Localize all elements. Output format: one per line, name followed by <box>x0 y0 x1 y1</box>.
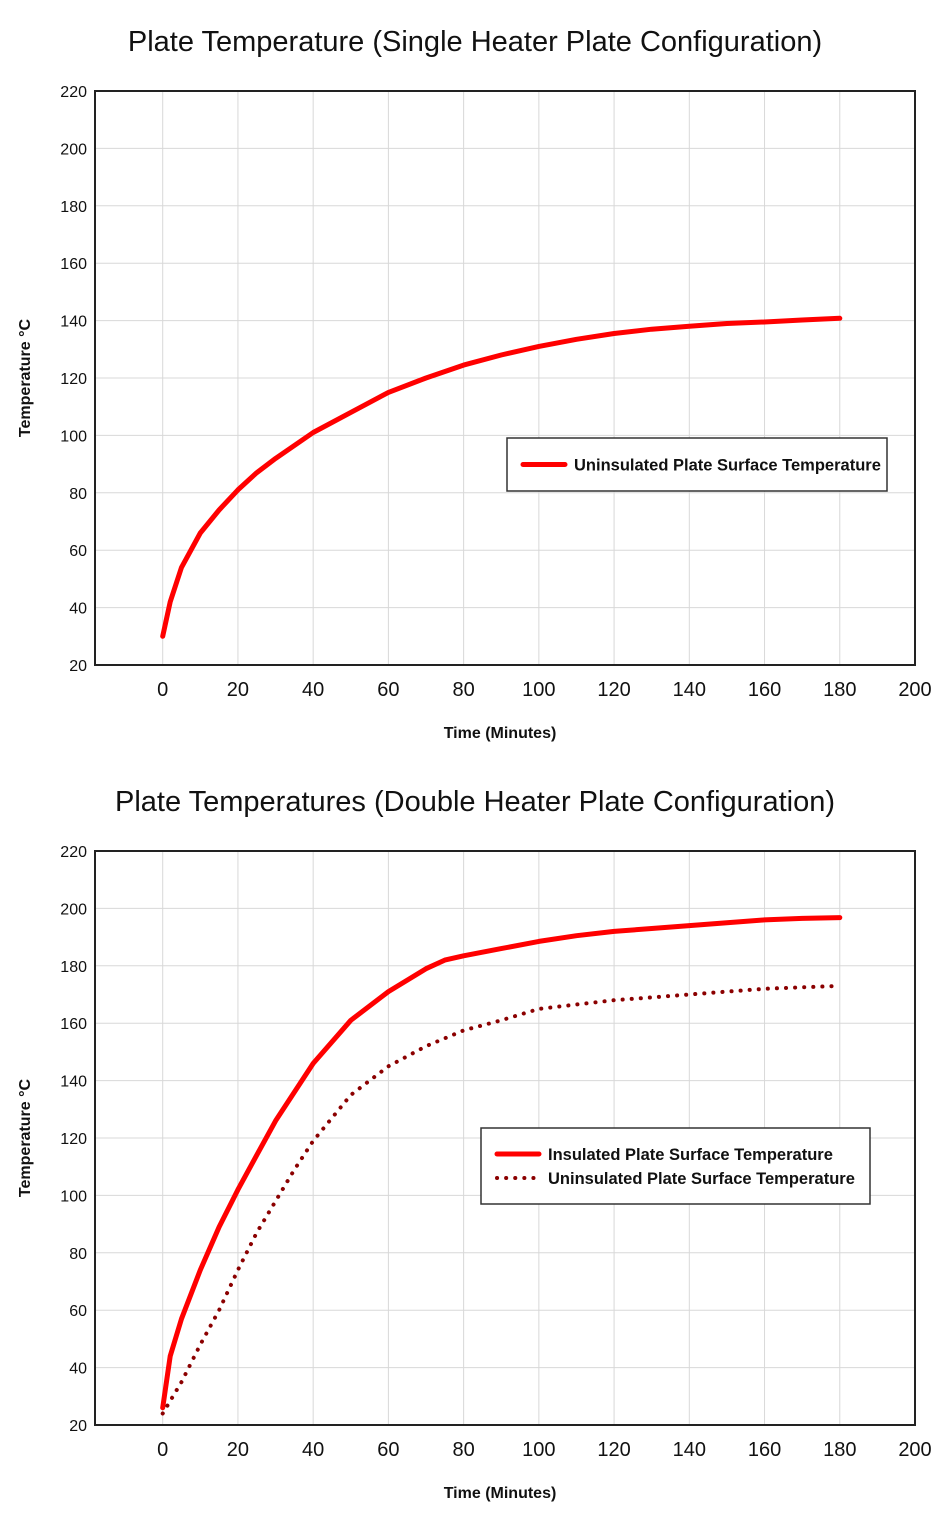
x-tick-label: 120 <box>597 679 630 701</box>
series-line-2 <box>160 983 842 1416</box>
y-tick-label: 20 <box>69 1418 87 1435</box>
chart-1-title: Plate Temperature (Single Heater Plate C… <box>127 26 823 58</box>
legend-box <box>480 1127 871 1205</box>
x-tick-label: 120 <box>597 1439 630 1461</box>
x-axis-label: Time (Minutes) <box>444 725 557 742</box>
x-tick-label: 140 <box>673 679 706 701</box>
y-tick-label: 100 <box>60 1188 87 1205</box>
y-tick-label: 160 <box>60 1016 87 1033</box>
x-tick-label: 60 <box>377 1439 399 1461</box>
x-tick-label: 40 <box>302 1439 324 1461</box>
y-tick-label: 20 <box>69 658 87 675</box>
y-tick-label: 140 <box>60 314 87 331</box>
x-tick-label: 160 <box>748 1439 781 1461</box>
series-line-1 <box>160 915 843 1411</box>
x-tick-label: 200 <box>898 679 931 701</box>
y-tick-label: 180 <box>60 199 87 216</box>
x-tick-label: 80 <box>452 1439 474 1461</box>
y-tick-label: 200 <box>60 141 87 158</box>
x-tick-label: 0 <box>157 1439 168 1461</box>
chart-2-title: Plate Temperatures (Double Heater Plate … <box>114 786 835 818</box>
y-tick-label: 40 <box>69 1361 87 1378</box>
x-tick-label: 20 <box>227 1439 249 1461</box>
y-tick-label: 120 <box>60 371 87 388</box>
series-line-1 <box>160 315 843 639</box>
chart-2-plot: 0 20 40 60 80 100 120 140 160 180 200 20 40 60 80 100 12… <box>17 844 932 1502</box>
x-tick-label: 100 <box>522 1439 555 1461</box>
x-tick-label: 180 <box>823 679 856 701</box>
y-tick-label: 100 <box>60 428 87 445</box>
x-tick-label: 20 <box>227 679 249 701</box>
x-tick-label: 140 <box>673 1439 706 1461</box>
x-tick-label: 80 <box>452 679 474 701</box>
legend-label: Uninsulated Plate Surface Temperature <box>574 457 881 475</box>
y-tick-label: 60 <box>69 1303 87 1320</box>
y-tick-label: 40 <box>69 601 87 618</box>
y-tick-label: 200 <box>60 901 87 918</box>
x-tick-label: 60 <box>377 679 399 701</box>
x-tick-label: 160 <box>748 679 781 701</box>
y-tick-label: 80 <box>69 1246 87 1263</box>
y-tick-label: 60 <box>69 543 87 560</box>
y-tick-label: 220 <box>60 844 87 861</box>
plot-frame <box>94 850 916 1426</box>
y-tick-label: 120 <box>60 1131 87 1148</box>
x-tick-label: 0 <box>157 679 168 701</box>
x-tick-label: 200 <box>898 1439 931 1461</box>
y-axis-label: Temperature °C <box>17 318 34 437</box>
y-tick-label: 80 <box>69 486 87 503</box>
x-tick-label: 100 <box>522 679 555 701</box>
legend-box <box>506 437 888 492</box>
plot-frame <box>94 90 916 666</box>
legend-label: Uninsulated Plate Surface Temperature <box>548 1170 855 1188</box>
legend-label: Insulated Plate Surface Temperature <box>548 1146 833 1164</box>
y-tick-label: 220 <box>60 84 87 101</box>
x-tick-label: 180 <box>823 1439 856 1461</box>
y-tick-label: 180 <box>60 959 87 976</box>
y-tick-label: 160 <box>60 256 87 273</box>
y-tick-label: 140 <box>60 1074 87 1091</box>
x-axis-label: Time (Minutes) <box>444 1485 557 1502</box>
x-tick-label: 40 <box>302 679 324 701</box>
y-axis-label: Temperature °C <box>17 1078 34 1197</box>
chart-1-plot: 0 20 40 60 80 100 120 140 160 180 200 20 40 60 80 100 12… <box>17 84 932 742</box>
